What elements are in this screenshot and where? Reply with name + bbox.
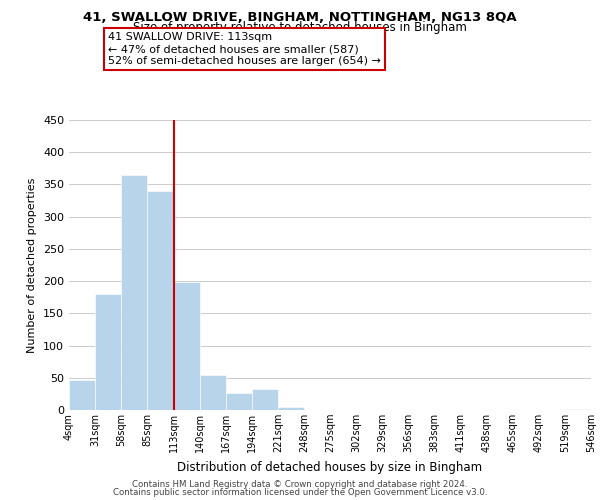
Bar [174, 282, 200, 410]
Bar [278, 407, 304, 410]
Bar [252, 388, 278, 410]
Bar [147, 191, 173, 410]
Text: 41, SWALLOW DRIVE, BINGHAM, NOTTINGHAM, NG13 8QA: 41, SWALLOW DRIVE, BINGHAM, NOTTINGHAM, … [83, 11, 517, 24]
Text: Contains HM Land Registry data © Crown copyright and database right 2024.: Contains HM Land Registry data © Crown c… [132, 480, 468, 489]
Text: 41 SWALLOW DRIVE: 113sqm
← 47% of detached houses are smaller (587)
52% of semi-: 41 SWALLOW DRIVE: 113sqm ← 47% of detach… [108, 32, 381, 66]
Bar [69, 380, 95, 410]
Bar [565, 408, 591, 410]
Bar [121, 175, 147, 410]
Bar [226, 392, 252, 410]
Y-axis label: Number of detached properties: Number of detached properties [28, 178, 37, 352]
X-axis label: Distribution of detached houses by size in Bingham: Distribution of detached houses by size … [178, 460, 482, 473]
Bar [200, 374, 226, 410]
Bar [95, 294, 121, 410]
Text: Contains public sector information licensed under the Open Government Licence v3: Contains public sector information licen… [113, 488, 487, 497]
Text: Size of property relative to detached houses in Bingham: Size of property relative to detached ho… [133, 22, 467, 35]
